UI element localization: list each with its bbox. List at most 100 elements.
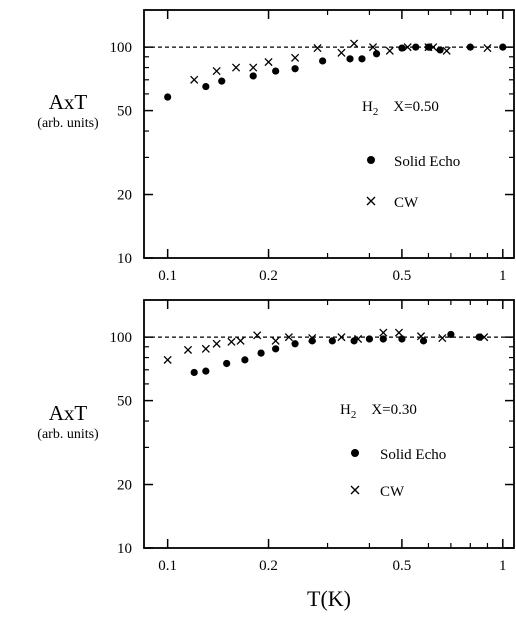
x-ticks-bottom: 0.1 0.2 0.5 1 [158,300,507,574]
solid-echo-point [466,43,474,51]
cw-point [313,43,322,53]
y-axis-sublabel-bottom: (arb. units) [37,427,99,442]
x-tick-label: 1 [499,268,507,284]
cw-point [227,337,236,346]
cw-point [379,328,388,337]
y-tick-label: 20 [117,188,132,204]
solid-echo-point [475,333,483,341]
solid-echo-point [412,43,420,51]
solid-echo-point [223,359,231,368]
solid-echo-point [241,356,249,364]
cw-point [271,336,280,345]
y-tick-label: 20 [117,478,132,494]
legend-label-solid-echo-bottom: Solid Echo [380,447,446,463]
x-tick-label: 0.2 [259,268,278,284]
y-tick-label: 10 [117,541,132,557]
cw-point [483,43,492,53]
solid-echo-point [328,337,336,345]
cw-point [429,43,438,52]
cw-point [183,345,193,354]
solid-echo-point [350,337,358,345]
solid-echo-point [379,335,387,343]
solid-echo-point [365,335,374,343]
solid-echo-point [272,345,280,353]
cw-point [350,39,359,48]
species-label-top: H [362,99,373,115]
x-tick-label: 0.2 [259,558,278,574]
legend-label-cw-top: CW [394,195,419,211]
cw-point [201,344,210,353]
solid-echo-point [398,44,406,52]
x-tick-label: 0.1 [158,558,177,574]
solid-echo-point [346,55,354,63]
solid-echo-point [218,77,226,85]
solid-echo-point [202,82,210,91]
x-tick-label: 1 [499,558,507,574]
solid-echo-point [257,349,265,357]
plot-frame-bottom [143,299,515,549]
solid-echo-point [436,46,444,54]
cw-point [438,333,447,343]
solid-echo-point [499,43,507,51]
solid-echo-point [190,368,198,377]
cw-point [480,333,489,342]
cw-point [354,334,363,344]
y-tick-label: 50 [117,104,132,120]
legend-label-solid-echo-top: Solid Echo [394,154,460,170]
panel-top: 10 20 50 100 0.1 0.2 0.5 1 AxT (arb. units) H2… [37,9,515,284]
cw-point [284,333,293,342]
cw-point [236,336,245,345]
legend-marker-cw-bottom [350,485,360,495]
solid-echo-point [319,57,327,65]
sample-label-top: H2 X=0.50 [362,99,439,118]
solid-echo-point [202,367,210,375]
cw-point [337,333,346,342]
y-tick-label: 100 [110,40,133,56]
legend-label-cw-bottom: CW [380,484,405,500]
solid-echo-point [272,67,280,75]
cw-point [308,333,317,343]
cw-point [249,63,258,72]
y-ticks-top: 10 20 50 100 [110,40,514,267]
solid-echo-point [249,72,257,80]
solid-echo-point [419,337,428,345]
panel-bottom: 10 20 50 100 0.1 0.2 0.5 1 AxT (arb. units) H2… [37,299,515,574]
cw-point [232,63,241,72]
cw-point [253,331,262,340]
sample-label-bottom: H2 X=0.30 [340,402,417,421]
cw-point [385,46,394,55]
y-axis-label-top: AxT [49,90,88,114]
cw-point [264,57,273,67]
species-subscript-bottom: 2 [351,409,357,421]
solid-echo-point [291,340,299,348]
legend-marker-solid-echo-bottom [351,449,359,457]
cw-point [368,43,378,52]
cw-point [416,332,426,341]
legend-marker-cw-top [366,196,376,206]
cw-point [291,53,300,62]
y-tick-label: 100 [110,330,133,346]
legend-marker-solid-echo-top [367,156,375,164]
plot-frame-top [143,9,515,259]
cw-point [190,75,199,84]
cw-point [212,67,221,76]
x-tick-label: 0.5 [393,558,412,574]
y-tick-label: 50 [117,394,132,410]
cw-point [337,48,346,57]
x-tick-label: 0.5 [393,268,412,284]
concentration-label-bottom: X=0.30 [371,402,417,418]
cw-point [212,339,221,348]
cw-point [163,355,172,364]
cw-point [403,43,412,52]
data-points-bottom [163,328,489,377]
y-tick-label: 10 [117,251,132,267]
y-axis-label-bottom: AxT [49,401,88,425]
y-ticks-bottom: 10 20 50 100 [110,330,514,557]
solid-echo-point [291,65,299,73]
concentration-label-top: X=0.50 [393,99,439,115]
cw-point [442,46,451,55]
y-axis-sublabel-top: (arb. units) [37,116,99,131]
solid-echo-point [398,335,406,343]
solid-echo-point [372,50,381,58]
